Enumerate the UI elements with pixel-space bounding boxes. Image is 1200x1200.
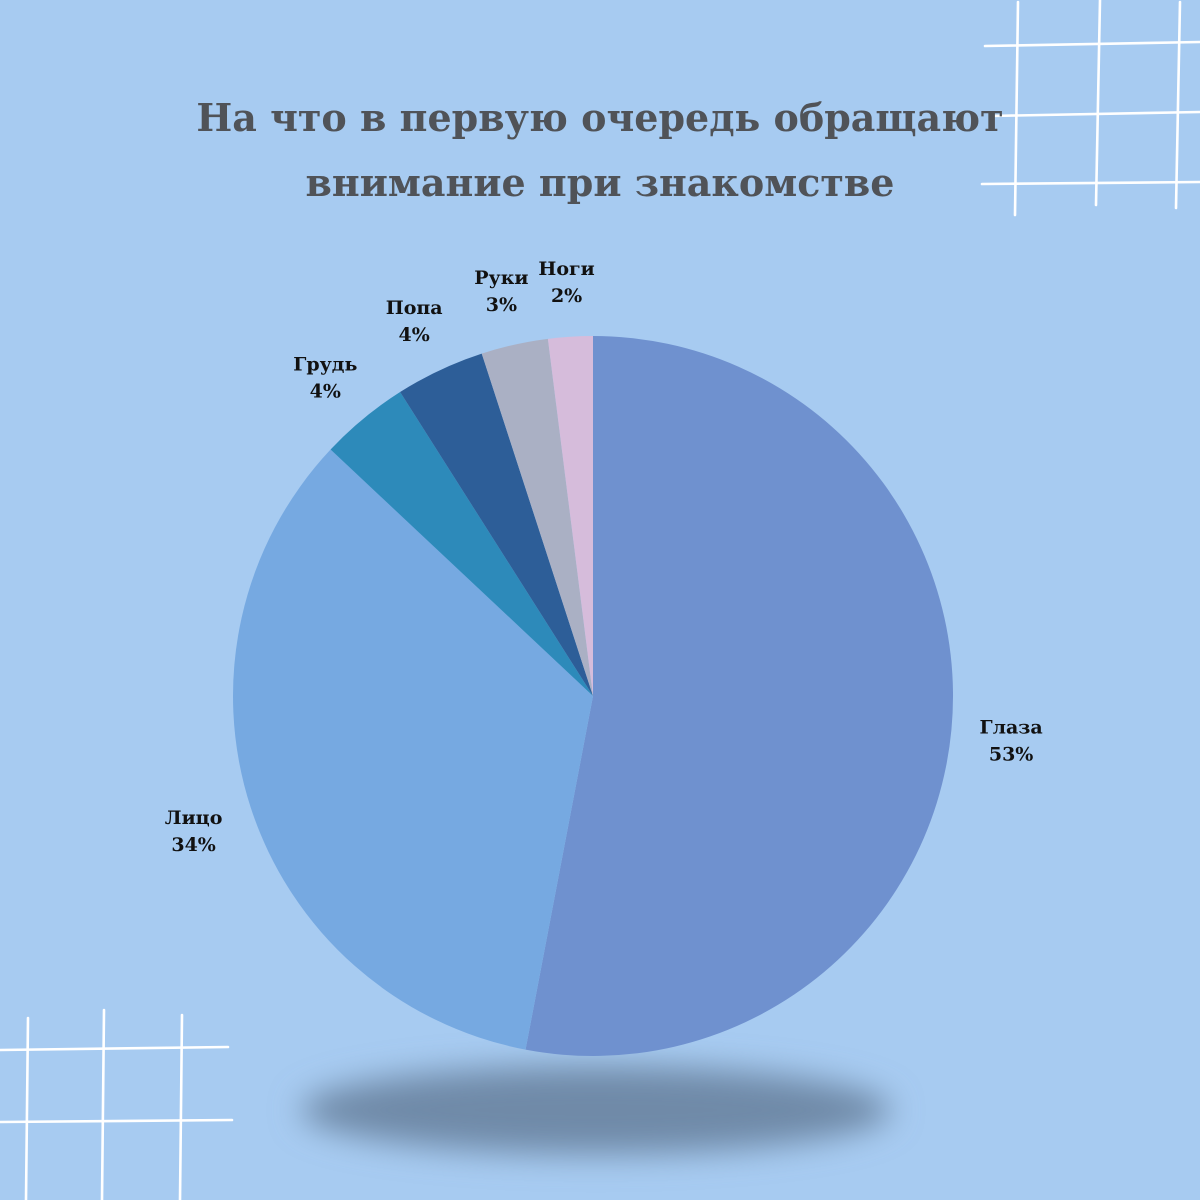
slice-label-value-2: 4%: [310, 380, 341, 402]
pie-slice-1: [232, 449, 594, 1050]
decorative-grid-bottom-left: [0, 1008, 234, 1200]
slice-label-name-0: Глаза: [979, 717, 1042, 739]
pie-slice-4: [481, 338, 593, 696]
slice-label-value-4: 3%: [486, 294, 517, 316]
chart-title-line-2: внимание при знакомстве: [306, 160, 895, 205]
slice-label-value-3: 4%: [399, 324, 430, 346]
slice-label-name-1: Лицо: [165, 807, 223, 829]
pie-labels: Глаза 53% Лицо 34% Грудь 4% Попа 4% Руки 3% Ноги 2%: [165, 258, 1043, 856]
pie-slice-3: [400, 353, 593, 696]
pie-chart: [232, 336, 954, 1056]
slice-label-value-1: 34%: [171, 834, 216, 856]
slice-label-value-5: 2%: [551, 285, 582, 307]
chart-title-line-1: На что в первую очередь обращают: [196, 95, 1003, 140]
pie-shadow: [301, 1066, 891, 1154]
slice-label-name-3: Попа: [386, 297, 443, 319]
slice-label-name-2: Грудь: [293, 353, 357, 375]
slice-label-name-5: Ноги: [538, 258, 594, 280]
pie-slice-2: [330, 392, 593, 696]
pie-slice-0: [525, 336, 954, 1056]
decorative-grid-top-right: [980, 0, 1200, 217]
pie-slice-5: [547, 336, 593, 696]
slice-label-value-0: 53%: [989, 744, 1034, 766]
slice-label-name-4: Руки: [474, 267, 528, 289]
